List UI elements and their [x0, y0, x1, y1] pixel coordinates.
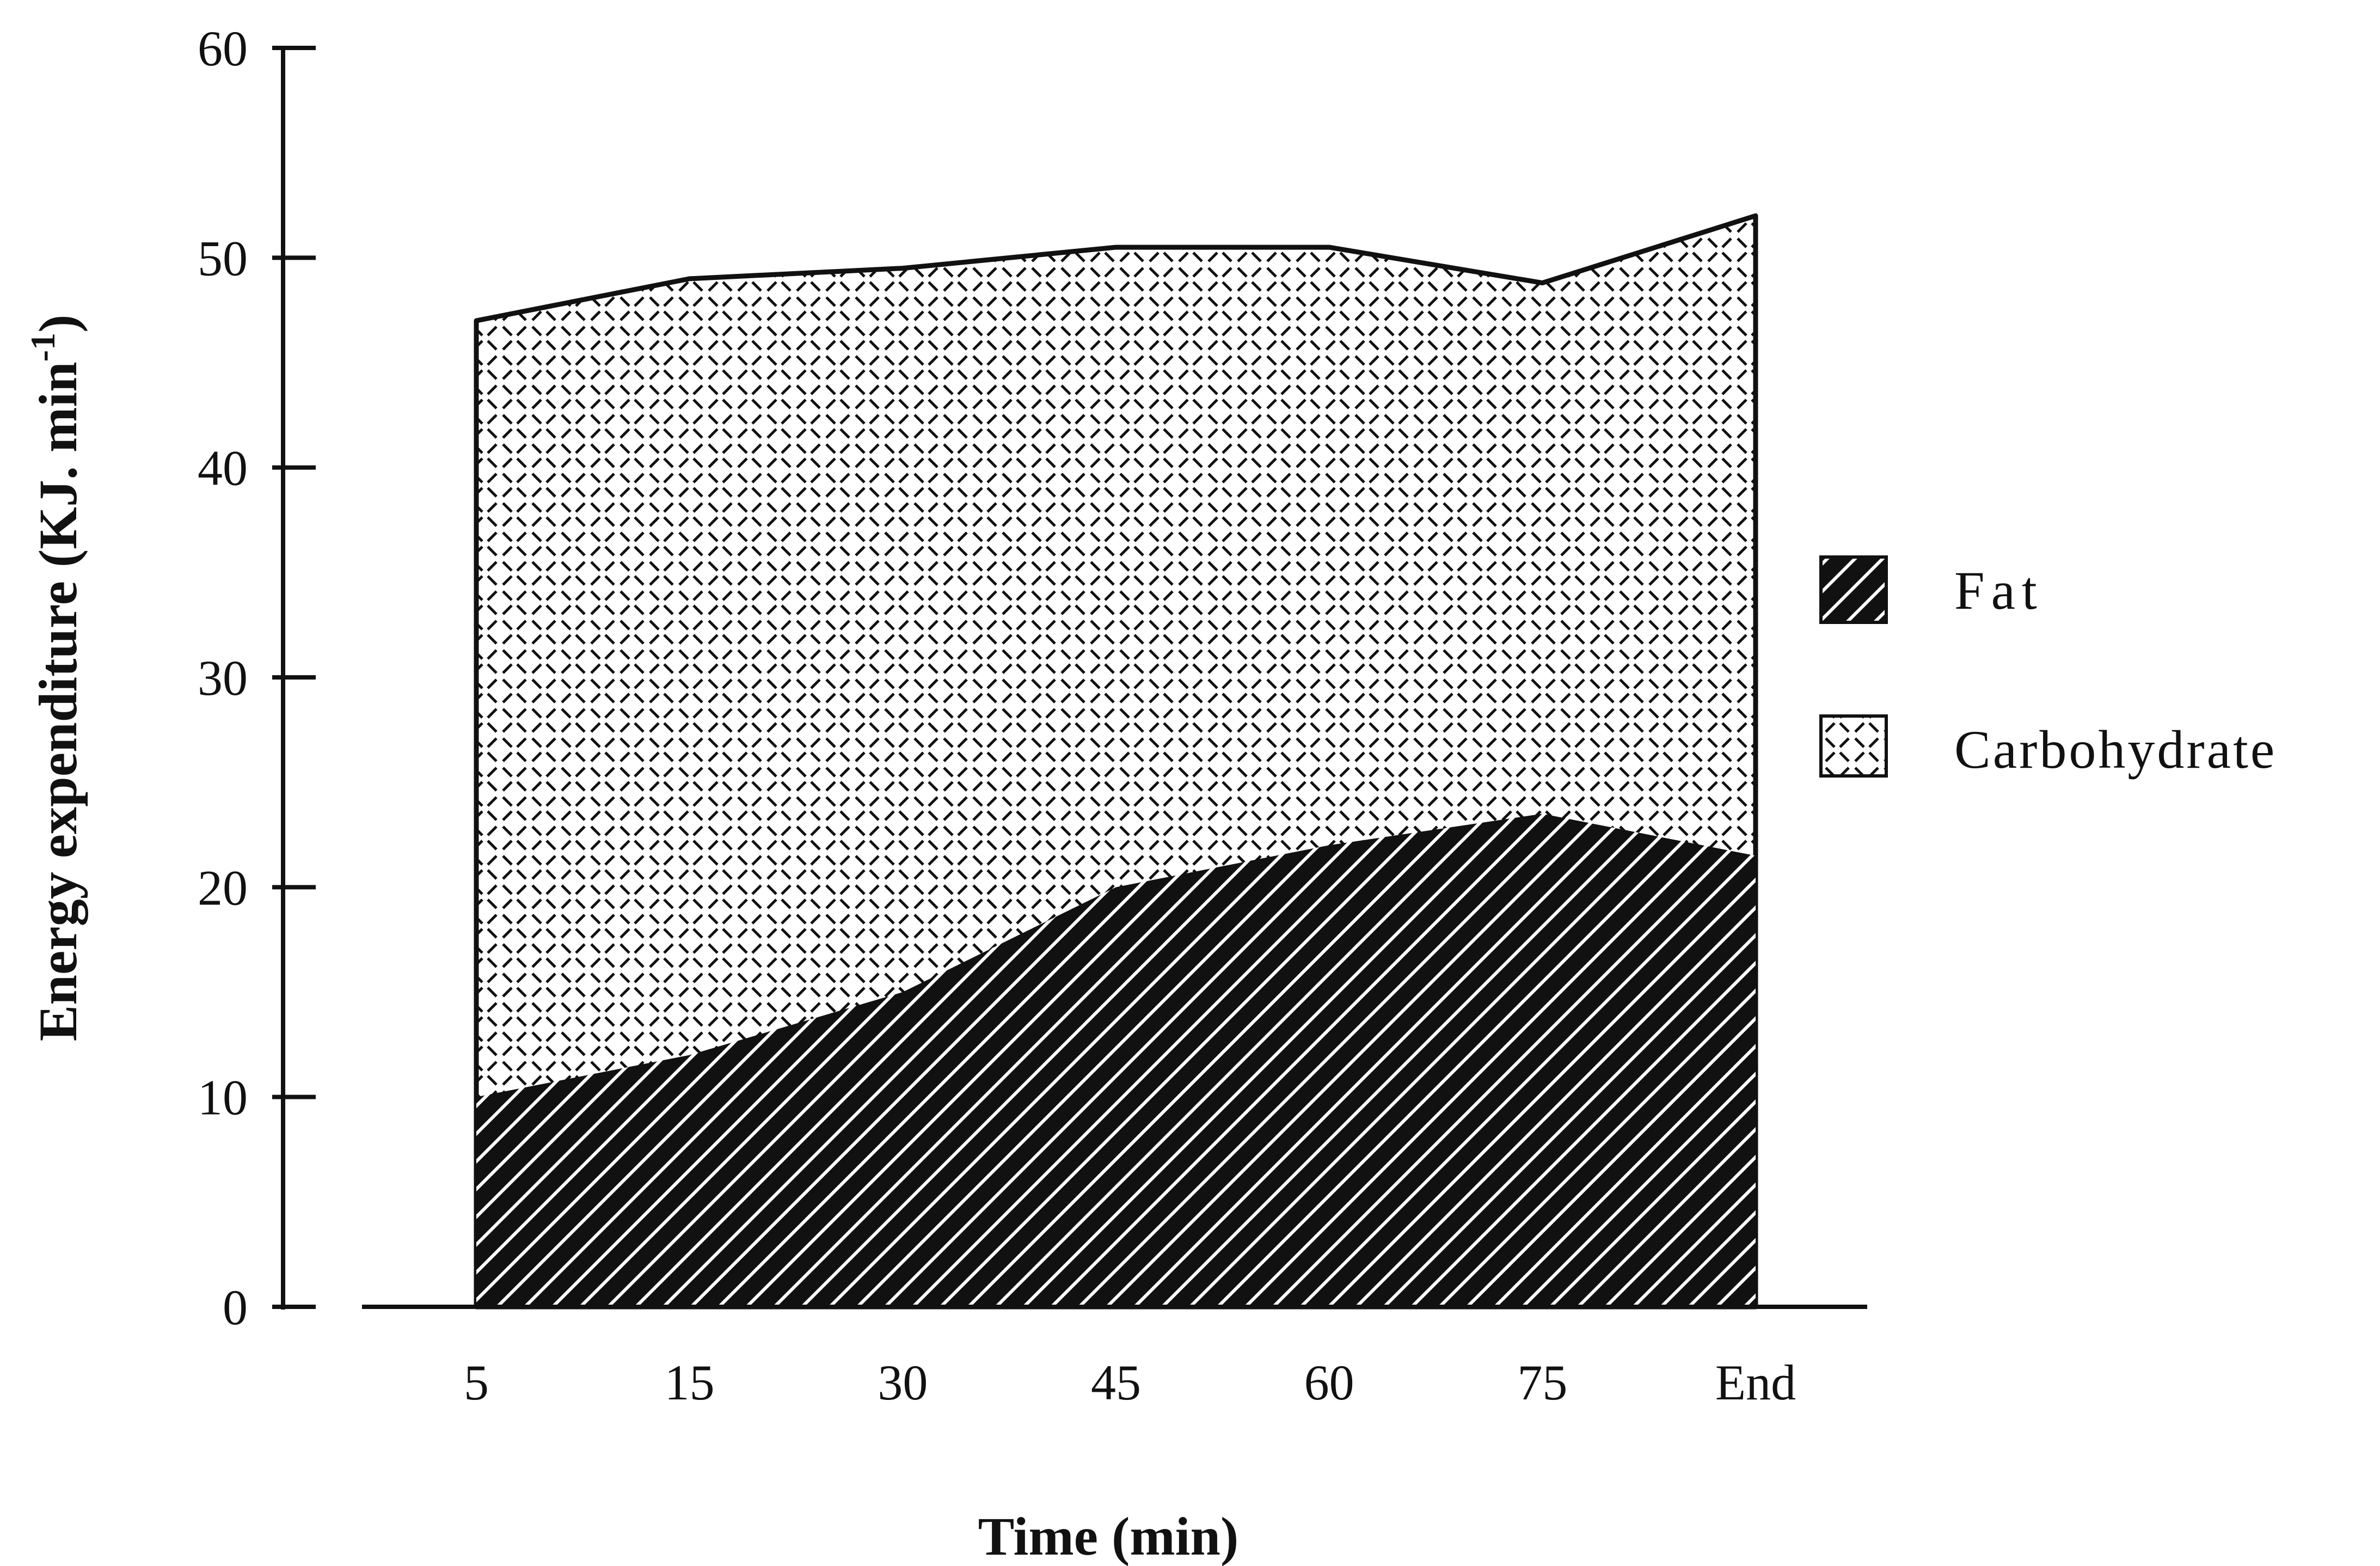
legend-swatch-carbohydrate: [1819, 714, 1888, 778]
x-tick-label: 45: [1091, 1355, 1141, 1410]
x-tick-label: 30: [878, 1355, 928, 1410]
x-axis-title: Time (min): [978, 1506, 1239, 1566]
x-tick-label: 15: [665, 1355, 715, 1410]
y-tick-label: 20: [198, 860, 248, 915]
y-axis-title-close: ): [28, 315, 88, 333]
legend: Fat Carbohydrate: [1819, 555, 2277, 780]
legend-label-fat: Fat: [1954, 560, 2044, 621]
y-axis-title-superscript: -1: [23, 333, 62, 362]
legend-label-carbohydrate: Carbohydrate: [1954, 719, 2277, 780]
x-ticks: 5 15 30 45 60 75 End: [464, 1355, 1796, 1410]
fat-area: [476, 813, 1756, 1307]
x-tick-label: 75: [1517, 1355, 1567, 1410]
y-axis-title: Energy expenditure (KJ. min-1): [23, 315, 88, 1042]
legend-swatch-fat: [1819, 555, 1888, 624]
y-axis-title-main: Energy expenditure (KJ. min: [28, 362, 88, 1041]
y-tick-label: 60: [198, 21, 248, 76]
y-tick-label: 10: [198, 1070, 248, 1125]
x-tick-label: End: [1715, 1355, 1796, 1410]
y-tick-label: 0: [223, 1280, 248, 1335]
x-tick-label: 60: [1304, 1355, 1354, 1410]
y-tick-label: 50: [198, 230, 248, 286]
y-tick-label: 30: [198, 650, 248, 706]
y-tick-label: 40: [198, 441, 248, 496]
y-ticks: 0 10 20 30 40 50 60: [198, 21, 316, 1335]
area-series-group: [474, 213, 1758, 1310]
x-tick-label: 5: [464, 1355, 489, 1410]
